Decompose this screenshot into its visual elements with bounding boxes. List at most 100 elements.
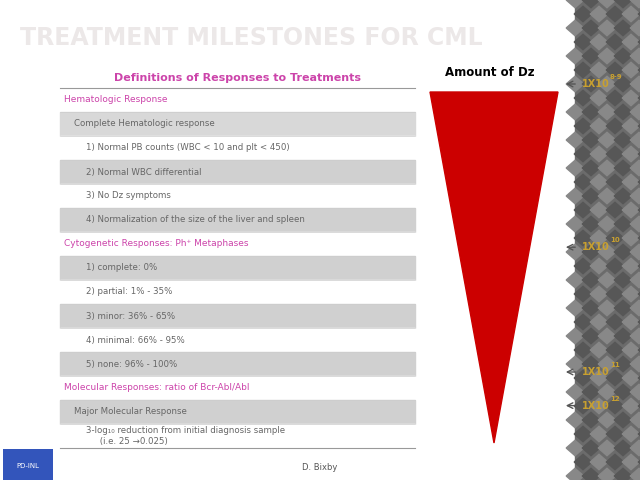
Text: Amount of Dz: Amount of Dz — [445, 65, 535, 79]
Polygon shape — [566, 300, 584, 316]
Text: 1) complete: 0%: 1) complete: 0% — [86, 264, 157, 273]
Polygon shape — [622, 146, 640, 162]
Polygon shape — [614, 160, 632, 176]
Polygon shape — [630, 440, 640, 456]
Text: Molecular Responses: ratio of Bcr-Abl/Abl: Molecular Responses: ratio of Bcr-Abl/Ab… — [64, 384, 250, 393]
Polygon shape — [598, 76, 616, 92]
Polygon shape — [590, 174, 608, 190]
Polygon shape — [638, 314, 640, 330]
Bar — [60, 256, 415, 280]
Polygon shape — [622, 426, 640, 442]
Polygon shape — [574, 230, 592, 246]
Polygon shape — [614, 300, 632, 316]
Polygon shape — [590, 6, 608, 22]
Bar — [60, 424, 415, 448]
Text: PD-INL: PD-INL — [17, 463, 40, 469]
Bar — [60, 160, 415, 184]
Polygon shape — [606, 370, 624, 386]
Polygon shape — [574, 454, 592, 470]
Polygon shape — [566, 104, 584, 120]
Polygon shape — [614, 216, 632, 232]
Polygon shape — [598, 328, 616, 344]
Polygon shape — [590, 342, 608, 358]
Bar — [60, 208, 415, 232]
Polygon shape — [630, 48, 640, 64]
Text: 3-log₁₀ reduction from initial diagnosis sample
     (i.e. 25 →0.025): 3-log₁₀ reduction from initial diagnosis… — [86, 426, 285, 446]
Polygon shape — [582, 160, 600, 176]
Bar — [575, 0, 640, 480]
Text: 4) minimal: 66% - 95%: 4) minimal: 66% - 95% — [86, 336, 185, 345]
Text: 11: 11 — [610, 362, 620, 368]
Text: 5) none: 96% - 100%: 5) none: 96% - 100% — [86, 360, 177, 369]
Polygon shape — [622, 230, 640, 246]
Text: Major Molecular Response: Major Molecular Response — [74, 408, 187, 417]
Text: Cytogenetic Responses: Ph⁺ Metaphases: Cytogenetic Responses: Ph⁺ Metaphases — [64, 240, 248, 249]
Polygon shape — [614, 412, 632, 428]
Polygon shape — [582, 384, 600, 400]
Polygon shape — [622, 202, 640, 218]
Polygon shape — [622, 90, 640, 106]
Text: TREATMENT MILESTONES FOR CML: TREATMENT MILESTONES FOR CML — [20, 26, 483, 50]
Bar — [60, 88, 415, 112]
Polygon shape — [574, 314, 592, 330]
Polygon shape — [638, 258, 640, 274]
Polygon shape — [598, 384, 616, 400]
Polygon shape — [590, 62, 608, 78]
Polygon shape — [638, 62, 640, 78]
Text: 10: 10 — [610, 237, 620, 243]
Polygon shape — [606, 90, 624, 106]
Polygon shape — [630, 272, 640, 288]
Polygon shape — [598, 48, 616, 64]
Text: 2) partial: 1% - 35%: 2) partial: 1% - 35% — [86, 288, 172, 297]
Polygon shape — [590, 370, 608, 386]
Polygon shape — [630, 20, 640, 36]
Text: 3) minor: 36% - 65%: 3) minor: 36% - 65% — [86, 312, 175, 321]
Polygon shape — [622, 286, 640, 302]
Bar — [60, 328, 415, 352]
Polygon shape — [638, 454, 640, 470]
Polygon shape — [630, 160, 640, 176]
Polygon shape — [574, 426, 592, 442]
Polygon shape — [590, 34, 608, 50]
Polygon shape — [630, 104, 640, 120]
Polygon shape — [566, 272, 584, 288]
Polygon shape — [614, 76, 632, 92]
Polygon shape — [606, 314, 624, 330]
Polygon shape — [582, 76, 600, 92]
Polygon shape — [630, 468, 640, 480]
Polygon shape — [574, 370, 592, 386]
Polygon shape — [606, 426, 624, 442]
Polygon shape — [598, 412, 616, 428]
Polygon shape — [638, 6, 640, 22]
Polygon shape — [606, 202, 624, 218]
Bar — [60, 304, 415, 328]
Polygon shape — [590, 286, 608, 302]
Polygon shape — [638, 118, 640, 134]
Polygon shape — [582, 20, 600, 36]
Polygon shape — [574, 118, 592, 134]
Polygon shape — [606, 342, 624, 358]
Polygon shape — [638, 146, 640, 162]
Polygon shape — [598, 356, 616, 372]
Polygon shape — [614, 0, 632, 8]
Polygon shape — [566, 132, 584, 148]
Polygon shape — [566, 384, 584, 400]
Polygon shape — [590, 398, 608, 414]
Polygon shape — [638, 174, 640, 190]
Polygon shape — [590, 314, 608, 330]
Polygon shape — [590, 146, 608, 162]
Polygon shape — [582, 132, 600, 148]
Polygon shape — [638, 230, 640, 246]
Text: 1) Normal PB counts (WBC < 10 and plt < 450): 1) Normal PB counts (WBC < 10 and plt < … — [86, 144, 290, 153]
Polygon shape — [574, 90, 592, 106]
Polygon shape — [614, 440, 632, 456]
Polygon shape — [574, 342, 592, 358]
Text: 1X10: 1X10 — [582, 242, 610, 252]
Polygon shape — [598, 20, 616, 36]
Polygon shape — [614, 244, 632, 260]
Polygon shape — [566, 0, 584, 8]
Polygon shape — [598, 300, 616, 316]
Polygon shape — [566, 244, 584, 260]
Polygon shape — [598, 132, 616, 148]
Text: Complete Hematologic response: Complete Hematologic response — [74, 120, 215, 129]
